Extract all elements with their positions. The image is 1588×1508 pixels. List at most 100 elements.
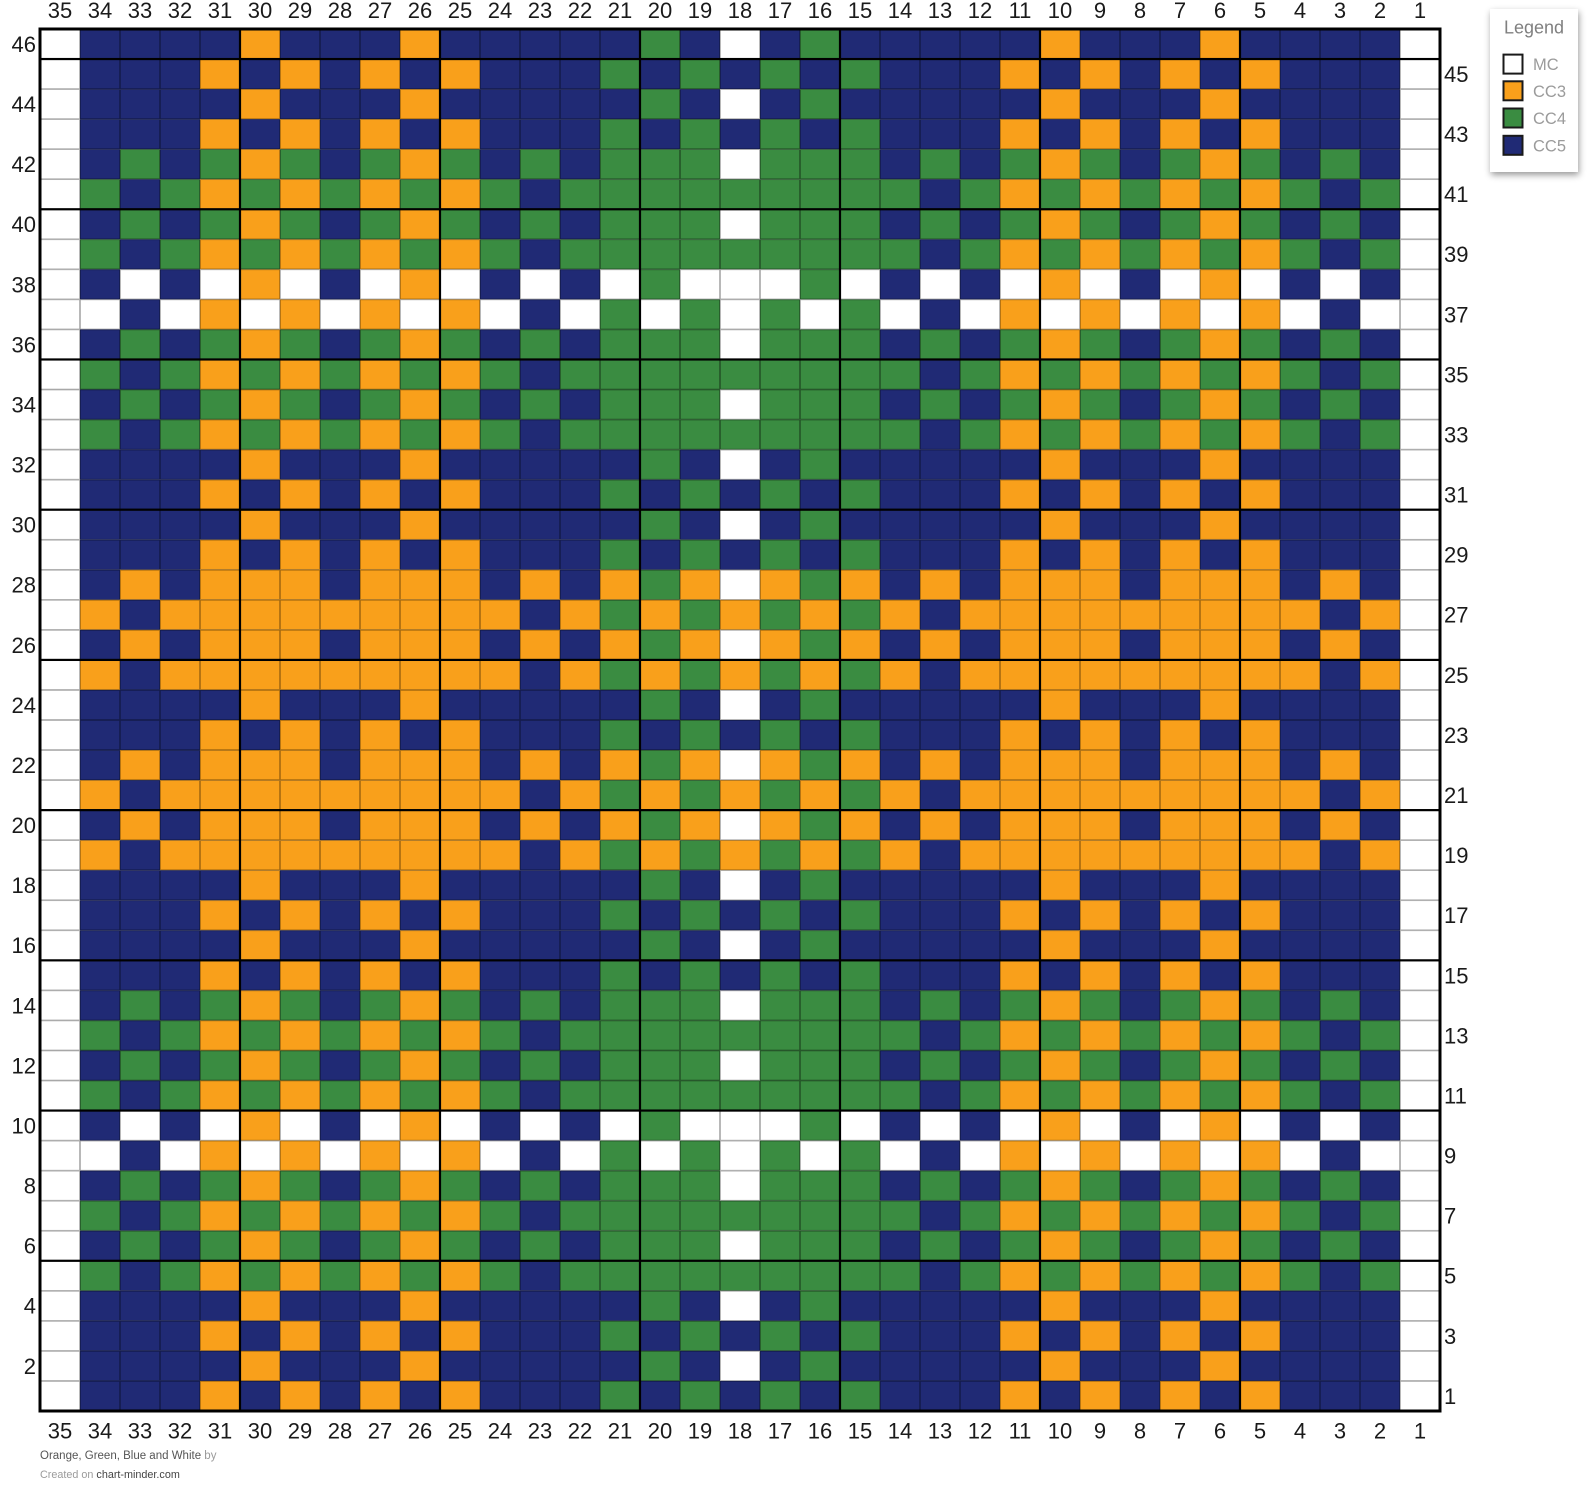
svg-text:10: 10 [12,1114,36,1139]
svg-text:26: 26 [408,1419,432,1444]
svg-text:13: 13 [928,0,952,23]
svg-text:6: 6 [1214,0,1226,23]
svg-text:31: 31 [208,0,232,23]
svg-text:5: 5 [1444,1264,1456,1289]
svg-text:25: 25 [448,1419,472,1444]
svg-text:Created on chart-minder.com: Created on chart-minder.com [40,1469,180,1481]
svg-text:2: 2 [1374,0,1386,23]
svg-text:27: 27 [1444,603,1468,628]
svg-text:23: 23 [528,1419,552,1444]
svg-text:CC5: CC5 [1533,137,1566,155]
svg-text:30: 30 [248,1419,272,1444]
svg-text:20: 20 [648,0,672,23]
svg-text:20: 20 [648,1419,672,1444]
svg-text:3: 3 [1334,1419,1346,1444]
svg-text:10: 10 [1048,0,1072,23]
svg-text:26: 26 [12,633,36,658]
svg-text:6: 6 [1214,1419,1226,1444]
svg-text:26: 26 [408,0,432,23]
svg-text:18: 18 [12,873,36,898]
svg-text:33: 33 [128,0,152,23]
svg-text:3: 3 [1444,1324,1456,1349]
svg-text:23: 23 [528,0,552,23]
svg-text:16: 16 [808,1419,832,1444]
svg-text:9: 9 [1444,1144,1456,1169]
svg-text:10: 10 [1048,1419,1072,1444]
svg-text:15: 15 [848,1419,872,1444]
svg-text:28: 28 [328,0,352,23]
svg-text:2: 2 [1374,1419,1386,1444]
svg-text:16: 16 [12,933,36,958]
svg-text:6: 6 [24,1234,36,1259]
svg-text:34: 34 [12,392,36,417]
svg-text:8: 8 [1134,1419,1146,1444]
svg-text:42: 42 [12,152,36,177]
svg-text:18: 18 [728,1419,752,1444]
svg-text:22: 22 [568,0,592,23]
svg-text:34: 34 [88,0,112,23]
svg-text:1: 1 [1414,1419,1426,1444]
svg-text:27: 27 [368,0,392,23]
svg-text:25: 25 [448,0,472,23]
svg-text:46: 46 [12,32,36,57]
svg-text:34: 34 [88,1419,112,1444]
svg-text:8: 8 [24,1174,36,1199]
svg-text:9: 9 [1094,0,1106,23]
svg-text:43: 43 [1444,122,1468,147]
svg-text:32: 32 [168,1419,192,1444]
svg-text:17: 17 [1444,903,1468,928]
svg-text:8: 8 [1134,0,1146,23]
svg-text:27: 27 [368,1419,392,1444]
svg-text:3: 3 [1334,0,1346,23]
svg-text:16: 16 [808,0,832,23]
svg-text:35: 35 [48,0,72,23]
svg-text:22: 22 [12,753,36,778]
svg-text:30: 30 [248,0,272,23]
svg-text:28: 28 [328,1419,352,1444]
svg-text:20: 20 [12,813,36,838]
svg-text:7: 7 [1174,0,1186,23]
svg-text:5: 5 [1254,0,1266,23]
svg-text:38: 38 [12,272,36,297]
svg-text:CC3: CC3 [1533,83,1566,101]
svg-text:1: 1 [1414,0,1426,23]
svg-text:45: 45 [1444,62,1468,87]
svg-text:17: 17 [768,0,792,23]
svg-text:23: 23 [1444,723,1468,748]
svg-text:31: 31 [208,1419,232,1444]
svg-text:CC4: CC4 [1533,110,1566,128]
svg-text:14: 14 [12,993,36,1018]
svg-text:7: 7 [1174,1419,1186,1444]
svg-text:31: 31 [1444,483,1468,508]
svg-text:33: 33 [128,1419,152,1444]
svg-text:MC: MC [1533,56,1559,74]
svg-text:13: 13 [1444,1023,1468,1048]
svg-text:Orange, Green, Blue and White: Orange, Green, Blue and White by [40,1450,217,1462]
svg-text:17: 17 [768,1419,792,1444]
svg-text:37: 37 [1444,302,1468,327]
svg-text:21: 21 [608,0,632,23]
svg-text:9: 9 [1094,1419,1106,1444]
svg-text:15: 15 [1444,963,1468,988]
svg-text:39: 39 [1444,242,1468,267]
svg-text:12: 12 [12,1053,36,1078]
svg-text:4: 4 [1294,0,1306,23]
svg-text:1: 1 [1444,1384,1456,1409]
svg-text:32: 32 [168,0,192,23]
svg-text:Legend: Legend [1504,18,1564,38]
svg-text:13: 13 [928,1419,952,1444]
svg-text:30: 30 [12,513,36,538]
svg-text:11: 11 [1009,1419,1032,1444]
svg-text:44: 44 [12,92,36,117]
svg-text:14: 14 [888,1419,912,1444]
svg-text:41: 41 [1444,182,1468,207]
svg-text:25: 25 [1444,663,1468,688]
svg-text:24: 24 [488,1419,512,1444]
svg-text:14: 14 [888,0,912,23]
svg-text:28: 28 [12,573,36,598]
svg-text:15: 15 [848,0,872,23]
svg-text:12: 12 [968,0,992,23]
svg-text:4: 4 [24,1294,36,1319]
svg-text:18: 18 [728,0,752,23]
svg-text:7: 7 [1444,1204,1456,1229]
